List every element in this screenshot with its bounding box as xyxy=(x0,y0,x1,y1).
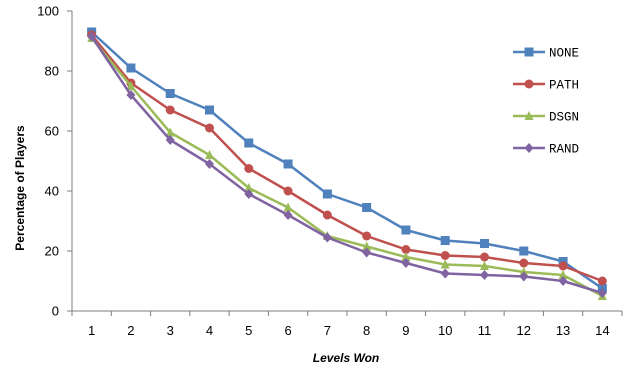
data-point-none xyxy=(126,63,136,73)
x-tick-label: 11 xyxy=(478,323,492,338)
series-line-none xyxy=(90,31,604,290)
y-tick-label: 80 xyxy=(45,64,59,79)
series-line-dsgn xyxy=(90,37,603,298)
data-point-rand xyxy=(597,288,607,298)
data-point-dsgn xyxy=(401,252,411,261)
data-point-rand xyxy=(440,268,450,279)
data-point-rand xyxy=(322,232,332,243)
data-point-rand xyxy=(87,31,97,42)
series-line-path xyxy=(90,34,603,283)
y-axis-title: Percentage of Players xyxy=(13,125,27,251)
data-point-path xyxy=(480,252,489,262)
y-tick-label: 40 xyxy=(45,184,59,199)
series-layer xyxy=(87,27,607,300)
data-point-path xyxy=(440,251,450,260)
x-tick-label: 5 xyxy=(245,323,252,338)
x-tick-label: 9 xyxy=(402,323,409,338)
data-point-dsgn xyxy=(126,81,136,90)
legend-item-dsgn: DSGN xyxy=(513,111,579,125)
legend-marker-dsgn xyxy=(524,111,534,120)
data-point-none xyxy=(440,236,450,245)
data-point-none xyxy=(362,203,372,212)
data-point-path xyxy=(362,231,372,241)
y-tick-label: 100 xyxy=(37,4,59,19)
data-point-path xyxy=(165,105,175,115)
series-line-rand xyxy=(90,35,603,295)
y-tick-label: 0 xyxy=(52,304,59,319)
data-point-dsgn xyxy=(283,202,293,212)
data-point-none xyxy=(205,105,214,115)
data-point-none xyxy=(401,225,411,235)
x-tick-label: 4 xyxy=(206,323,213,338)
y-tick-label: 60 xyxy=(45,124,59,139)
data-point-rand xyxy=(480,270,489,280)
data-point-rand xyxy=(362,247,372,258)
data-point-rand xyxy=(165,135,175,145)
legend-marker-path xyxy=(524,79,534,89)
data-point-dsgn xyxy=(205,150,214,159)
legend-label-path: PATH xyxy=(549,79,579,93)
x-tick-label: 14 xyxy=(595,323,609,338)
series-dsgn xyxy=(87,33,607,300)
data-point-none xyxy=(519,246,529,256)
data-point-path xyxy=(558,261,568,271)
series-path xyxy=(87,30,607,286)
legend-item-rand: RAND xyxy=(513,143,579,157)
x-tick-label: 1 xyxy=(88,323,95,338)
data-point-none xyxy=(322,189,332,199)
data-point-path xyxy=(597,276,607,286)
legend: NONE PATH DSGN RAND xyxy=(513,47,579,157)
data-point-rand xyxy=(126,90,136,100)
data-point-path xyxy=(519,258,529,268)
data-point-rand xyxy=(244,189,254,199)
legend-label-dsgn: DSGN xyxy=(549,111,579,125)
data-point-dsgn xyxy=(244,183,254,192)
series-rand xyxy=(87,31,607,298)
legend-label-rand: RAND xyxy=(549,143,579,157)
data-point-path xyxy=(244,164,254,173)
data-point-dsgn xyxy=(558,270,568,279)
data-point-path xyxy=(205,123,214,133)
data-point-rand xyxy=(205,159,214,169)
series-none xyxy=(87,27,607,293)
legend-item-path: PATH xyxy=(513,79,579,93)
data-point-none xyxy=(480,239,489,248)
data-point-dsgn xyxy=(165,127,175,137)
data-point-dsgn xyxy=(362,241,372,251)
x-tick-label: 8 xyxy=(363,323,370,338)
y-tick-label: 20 xyxy=(45,244,59,259)
x-tick-label: 6 xyxy=(284,323,291,338)
legend-item-none: NONE xyxy=(513,47,579,61)
data-point-path xyxy=(401,245,411,254)
x-tick-label: 13 xyxy=(556,323,570,338)
x-tick-label: 3 xyxy=(167,323,174,338)
x-tick-label: 10 xyxy=(438,323,452,338)
data-point-none xyxy=(283,159,293,169)
data-point-none xyxy=(165,89,175,98)
x-tick-label: 7 xyxy=(324,323,331,338)
data-point-rand xyxy=(401,258,411,268)
legend-marker-none xyxy=(524,47,534,57)
data-point-rand xyxy=(519,271,529,282)
legend-marker-rand xyxy=(524,143,534,153)
data-point-dsgn xyxy=(440,259,450,269)
data-point-dsgn xyxy=(480,261,489,270)
data-point-rand xyxy=(558,276,568,286)
data-point-path xyxy=(322,210,332,220)
data-point-rand xyxy=(283,210,293,220)
data-point-none xyxy=(244,138,254,148)
x-axis-title: Levels Won xyxy=(313,351,379,365)
x-tick-label: 2 xyxy=(127,323,134,338)
data-point-path xyxy=(283,186,293,196)
legend-label-none: NONE xyxy=(549,47,579,61)
x-tick-label: 12 xyxy=(517,323,531,338)
